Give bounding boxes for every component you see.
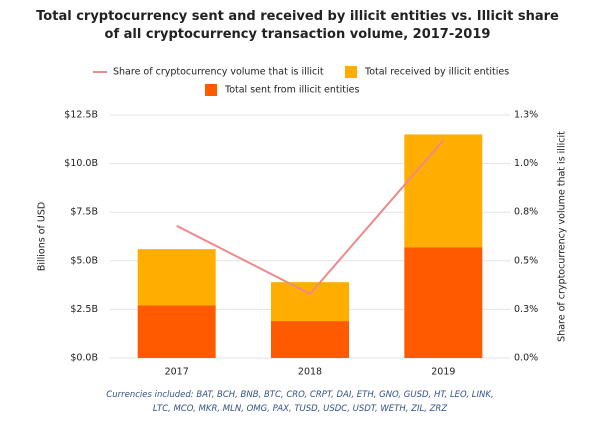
bar: [271, 282, 349, 322]
y-tick-label: $7.5B: [70, 207, 98, 218]
legend-label: Share of cryptocurrency volume that is i…: [113, 67, 324, 78]
y-tick-label: $10.0B: [64, 158, 98, 169]
x-tick-label: 2019: [431, 367, 455, 378]
y2-tick-label: 0.3%: [514, 304, 538, 315]
legend-label: Total received by illicit entities: [364, 67, 509, 78]
bar: [137, 305, 216, 358]
bar: [404, 134, 483, 248]
bar: [271, 321, 349, 358]
bar: [137, 249, 216, 306]
y2-tick-label: 1.0%: [514, 158, 538, 169]
line: [176, 139, 445, 296]
y2-tick-label: 1.3%: [514, 110, 538, 121]
chart-title: Total cryptocurrency sent and received b…: [36, 9, 559, 42]
y-tick-label: $5.0B: [70, 255, 98, 266]
footnote: Currencies included: BAT, BCH, BNB, BTC,…: [106, 390, 494, 414]
legend-swatch: [205, 84, 217, 96]
y-tick-label: $12.5B: [64, 110, 98, 121]
y-axis-label: Billions of USD: [37, 202, 48, 271]
x-tick-label: 2017: [165, 367, 189, 378]
y2-tick-label: 0.5%: [514, 255, 538, 266]
legend-label: Total sent from illicit entities: [224, 85, 359, 96]
legend-swatch: [345, 66, 357, 78]
y-tick-label: $0.0B: [70, 353, 98, 364]
y2-axis-label: Share of cryptocurrency volume that is i…: [557, 131, 568, 342]
y-tick-label: $2.5B: [70, 304, 98, 315]
bar: [404, 247, 483, 358]
y2-tick-label: 0.0%: [514, 353, 538, 364]
x-tick-label: 2018: [298, 367, 322, 378]
y2-tick-label: 0.8%: [514, 207, 538, 218]
